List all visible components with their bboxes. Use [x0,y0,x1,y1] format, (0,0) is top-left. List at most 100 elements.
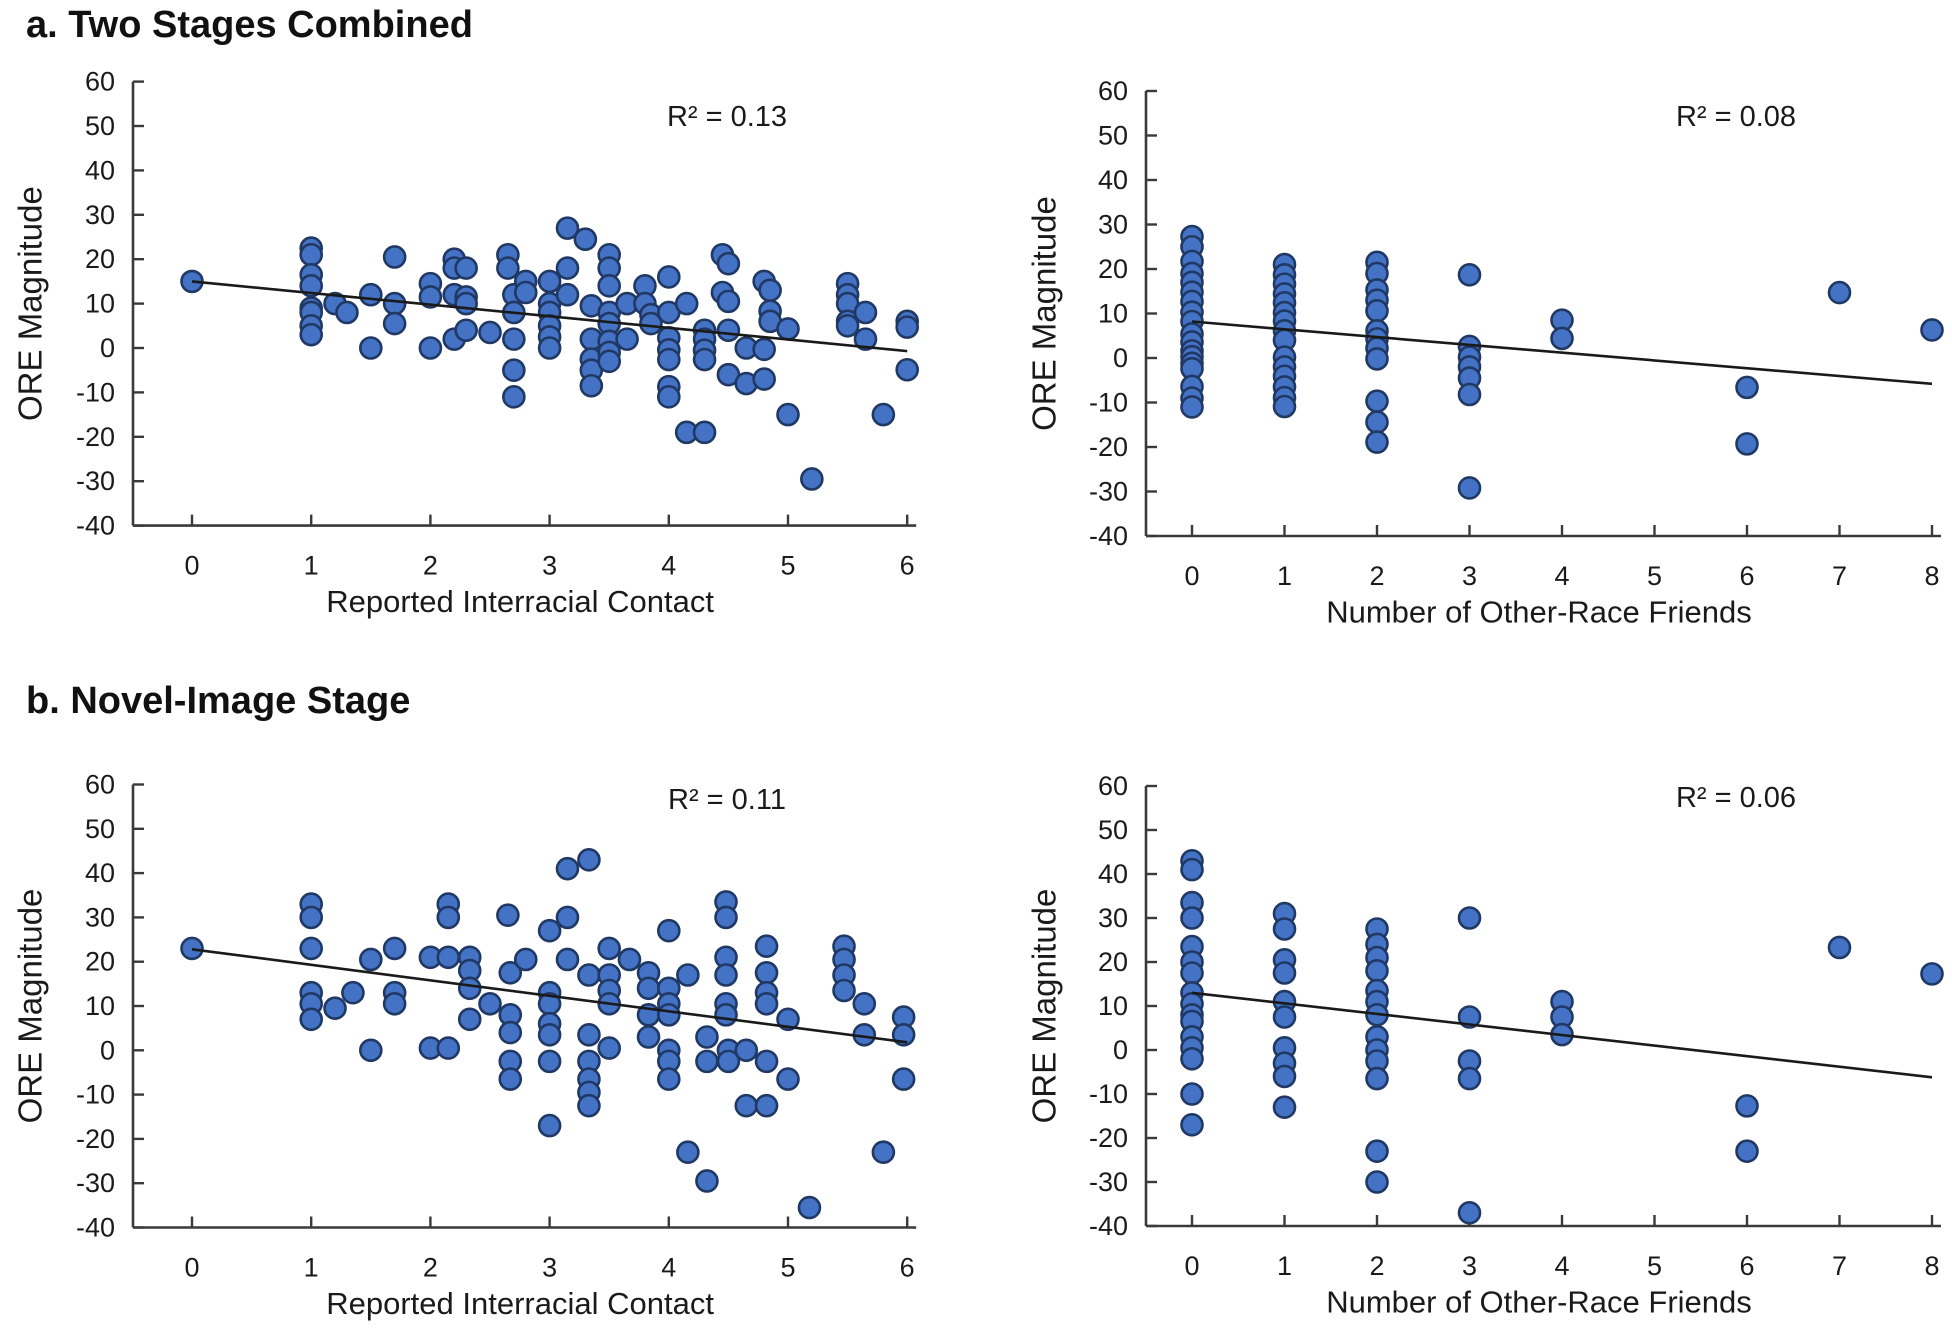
scatter-point [418,336,443,360]
scatter-point [537,336,562,360]
x-tick-label: 8 [1924,1251,1939,1281]
x-tick-label: 6 [1739,561,1754,591]
scatter-point [502,327,526,351]
x-tick-label: 3 [1462,1251,1477,1281]
scatter-point [1827,280,1852,305]
scatter-point [1180,857,1204,882]
x-tick-label: 5 [780,551,795,581]
scatter-point [436,905,461,930]
scatter-point [1457,1066,1482,1091]
scatter-point [695,1049,719,1074]
scatter-point [734,1038,759,1063]
x-tick-label: 6 [900,1253,915,1283]
scatter-point [436,1036,461,1060]
scatter-point [1365,1139,1389,1163]
scatter-point [382,311,407,336]
x-tick-label: 2 [423,551,438,581]
y-tick-label: 30 [1098,903,1128,933]
scatter-point [714,963,738,987]
r2-label: R² = 0.06 [1676,782,1796,814]
scatter-point [734,1093,759,1118]
y-tick-label: -20 [1089,1123,1128,1153]
scatter-point [716,289,741,314]
scatter-point [656,265,681,289]
y-tick-label: 50 [1098,815,1128,845]
scatter-point [871,402,896,427]
scatter-point [358,947,383,972]
scatter-point [579,373,604,398]
scatter-point [478,991,502,1016]
trendline [191,948,908,1044]
scatter-point [341,980,365,1005]
scatter-point [776,1007,800,1032]
scatter-point [180,936,204,961]
scatter-point [871,1140,896,1164]
scatter-point [498,1020,523,1045]
scatter-point [1457,906,1482,930]
scatter-point [895,357,920,382]
scatter-point [692,420,717,445]
x-axis-title: Reported Interracial Contact [326,1286,714,1321]
scatter-point [754,934,779,958]
x-tick-label: 7 [1832,1251,1847,1281]
scatter-point [716,251,741,276]
scatter-point [597,1036,622,1060]
y-tick-label: 20 [85,244,115,274]
x-tick-label: 3 [542,1253,557,1283]
x-axis-title: Reported Interracial Contact [326,584,714,619]
scatter-point [1365,958,1389,983]
scatter-point [555,905,580,930]
scatter-point [1272,961,1297,985]
x-tick-label: 5 [780,1253,795,1283]
y-axis-title: ORE Magnitude [12,889,49,1124]
scatter-point [674,291,699,316]
x-tick-label: 1 [304,1253,319,1283]
y-tick-label: 0 [100,1035,115,1065]
x-tick-label: 2 [1369,1251,1384,1281]
y-tick-label: -30 [76,466,115,496]
scatter-point [335,300,359,325]
scatter-point [597,274,622,298]
scatter-point [695,1025,719,1049]
scatter-point [358,336,383,360]
x-axis-title: Number of Other-Race Friends [1326,1285,1752,1320]
scatter-point [1365,430,1389,454]
scatter-point [555,256,580,280]
y-tick-label: 40 [85,155,115,185]
scatter-point [1365,389,1389,413]
scatter-point [537,269,562,294]
scatter-point [457,976,482,1001]
scatter-point [1180,1082,1204,1106]
scatter-point [382,291,407,316]
scatter-point [692,347,717,372]
scatter-point [636,976,661,1001]
scatter-point [418,285,443,309]
scatter-point [1457,1005,1482,1029]
y-tick-label: -30 [76,1168,115,1198]
scatter-point [1550,326,1574,351]
scatter-point [776,402,800,427]
x-axis-title: Number of Other-Race Friends [1326,595,1752,630]
y-tick-label: 20 [1098,947,1128,977]
r2-label: R² = 0.13 [667,101,787,133]
scatter-point [597,349,622,374]
x-tick-label: 5 [1647,561,1662,591]
scatter-point [1365,299,1389,323]
y-tick-label: -40 [76,1213,115,1243]
x-tick-label: 2 [423,1253,438,1283]
x-tick-label: 4 [661,1253,676,1283]
scatter-point [577,963,601,987]
scatter-point [537,1049,562,1074]
scatter-point [615,327,639,351]
scatter-point [853,300,878,325]
x-tick-label: 0 [1184,1251,1199,1281]
x-tick-label: 3 [542,551,557,581]
y-tick-label: -20 [76,1124,115,1154]
y-tick-label: -30 [1089,1167,1128,1197]
scatter-point [573,227,598,252]
scatter-point [555,282,580,307]
y-tick-label: 60 [1098,76,1128,106]
y-tick-label: -10 [1089,1079,1128,1109]
y-tick-label: 10 [85,289,115,319]
